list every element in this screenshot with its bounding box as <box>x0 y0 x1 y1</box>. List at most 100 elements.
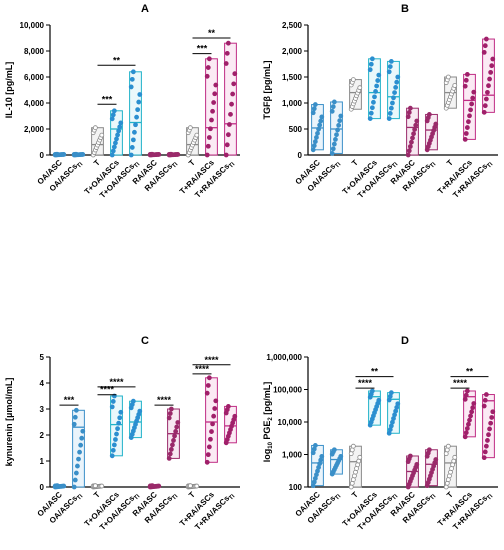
data-point <box>231 81 237 87</box>
data-point <box>367 116 373 121</box>
data-point <box>168 447 174 452</box>
data-point <box>371 99 376 105</box>
y-tick-label: 2,500 <box>282 21 303 30</box>
y-tick-label: 2,000 <box>24 125 45 134</box>
data-point <box>206 444 212 450</box>
data-point <box>208 436 213 442</box>
data-point <box>373 89 378 94</box>
data-point <box>128 152 134 158</box>
data-point <box>368 61 374 67</box>
panel-letter: B <box>401 3 409 15</box>
data-point <box>334 132 339 138</box>
box-6 <box>166 406 181 461</box>
data-point <box>194 132 200 138</box>
y-tick-label: 100,000 <box>273 386 302 395</box>
data-point <box>71 421 77 427</box>
data-point <box>129 145 135 150</box>
data-point <box>487 76 492 82</box>
box-6 <box>166 151 181 158</box>
data-point <box>156 483 162 489</box>
data-point <box>387 111 393 116</box>
data-point <box>110 148 116 154</box>
data-point <box>469 409 475 415</box>
box-7 <box>185 483 200 490</box>
sig-label: ** <box>113 55 121 65</box>
data-point <box>206 56 212 62</box>
data-point <box>314 135 319 140</box>
data-point <box>368 110 374 116</box>
box-8 <box>462 388 477 440</box>
data-point <box>230 91 236 97</box>
data-point <box>482 103 488 109</box>
data-point <box>392 90 397 95</box>
data-point <box>114 136 119 142</box>
data-point <box>205 452 211 458</box>
box-4 <box>128 69 143 158</box>
data-point <box>467 113 472 119</box>
y-tick-label: 0 <box>40 151 45 160</box>
y-tick-label: 5 <box>40 353 45 362</box>
data-point <box>369 105 375 111</box>
sig-label: ** <box>208 28 216 38</box>
data-point <box>336 122 342 128</box>
data-point <box>224 50 230 56</box>
data-point <box>224 142 230 148</box>
data-point <box>391 95 396 101</box>
data-point <box>167 451 173 457</box>
data-point <box>406 110 412 115</box>
data-point <box>204 459 210 465</box>
data-point <box>376 72 382 78</box>
panel-letter: D <box>401 335 409 347</box>
data-point <box>388 105 394 111</box>
box-0 <box>52 483 67 490</box>
significance-bar: *** <box>192 44 212 55</box>
data-point <box>170 442 175 448</box>
data-point <box>114 431 119 437</box>
data-point <box>483 392 489 397</box>
y-tick-label: 2,000 <box>282 47 303 56</box>
box-7 <box>443 74 458 111</box>
data-point <box>369 56 375 62</box>
box-1 <box>71 151 86 158</box>
data-point <box>482 397 488 403</box>
data-point <box>350 443 356 449</box>
data-point <box>205 143 211 149</box>
data-point <box>187 125 193 131</box>
box-3 <box>109 108 124 158</box>
data-point <box>372 94 377 100</box>
data-point <box>210 421 215 427</box>
y-axis-label: kynurenin [µmol/mL] <box>4 378 14 467</box>
box-rect <box>129 71 142 156</box>
significance-bar: **** <box>97 385 117 396</box>
data-point <box>166 455 172 461</box>
data-point <box>464 125 470 130</box>
box-5 <box>147 151 162 158</box>
data-point <box>471 89 477 95</box>
data-point <box>137 408 143 414</box>
box-9 <box>481 36 496 115</box>
significance-bar: **** <box>192 355 231 366</box>
data-point <box>73 470 79 476</box>
data-point <box>386 116 392 121</box>
significance-bar: *** <box>97 94 117 105</box>
sig-label: ** <box>371 367 379 377</box>
sig-label: **** <box>157 395 172 405</box>
y-tick-label: 0 <box>40 483 45 492</box>
data-point <box>54 151 60 157</box>
data-point <box>75 463 80 469</box>
box-3 <box>109 393 124 459</box>
data-point <box>337 118 343 124</box>
data-point <box>168 406 174 412</box>
data-point <box>481 49 487 55</box>
data-point <box>486 432 491 438</box>
data-point <box>318 118 324 124</box>
box-7 <box>185 125 200 158</box>
box-2 <box>348 443 363 490</box>
data-point <box>407 453 413 459</box>
data-point <box>414 118 420 124</box>
data-point <box>463 131 469 136</box>
data-point <box>225 40 231 46</box>
significance-bar: **** <box>154 395 174 406</box>
data-point <box>110 399 116 404</box>
